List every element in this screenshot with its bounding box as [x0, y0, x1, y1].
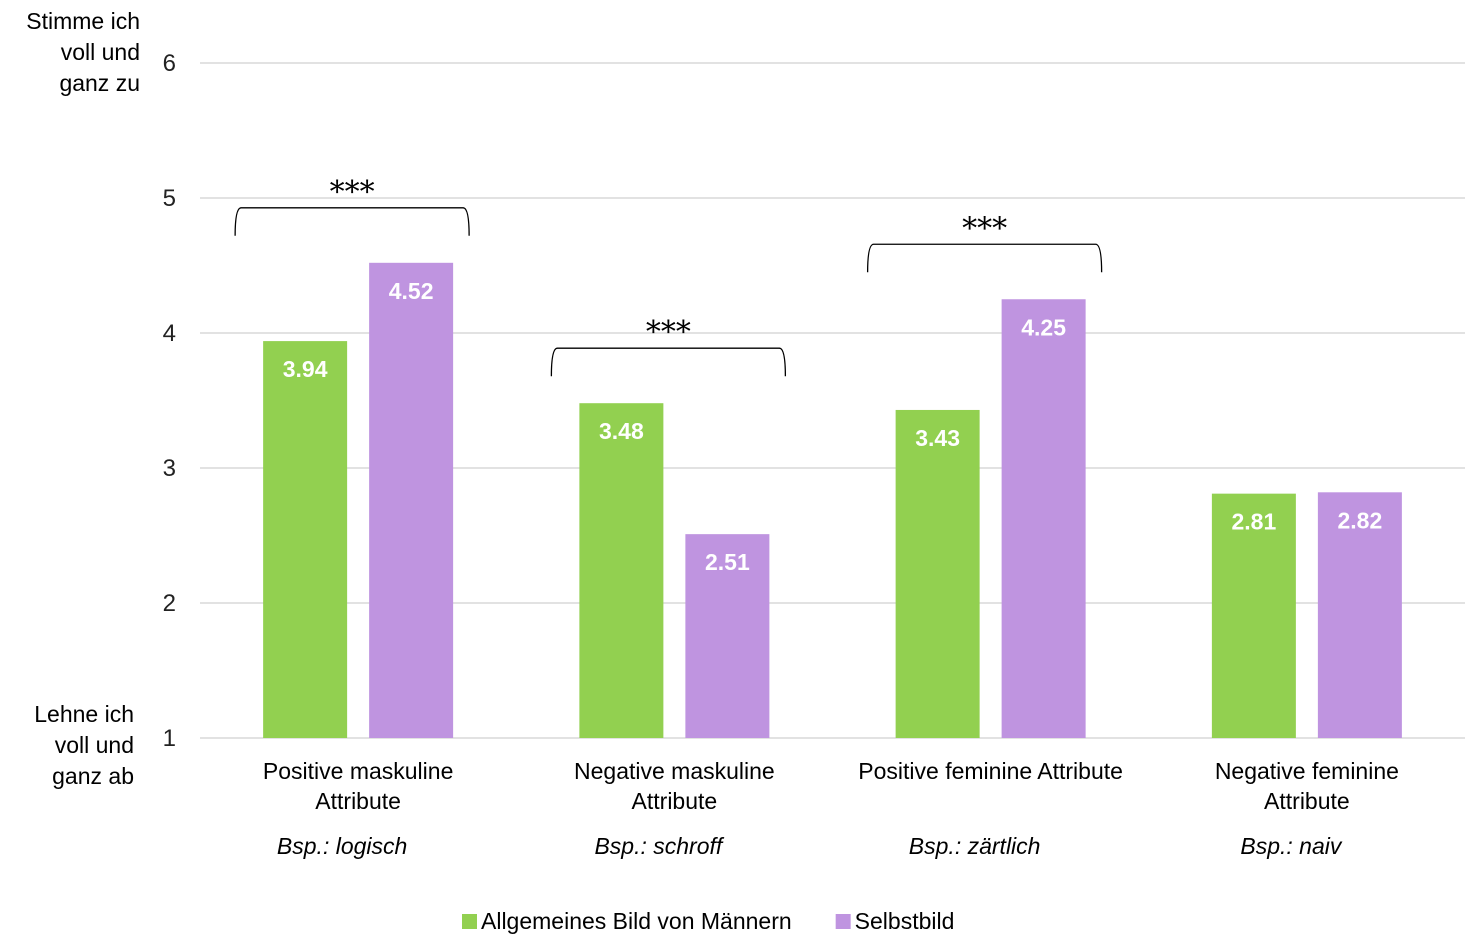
y-label-bottom: Lehne ich — [34, 701, 134, 727]
data-label: 2.51 — [705, 549, 750, 575]
category-example: Bsp.: schroff — [594, 833, 724, 859]
data-label: 3.94 — [283, 356, 328, 382]
y-tick-label: 3 — [163, 455, 176, 482]
significance-bracket — [866, 243, 1103, 273]
data-label: 4.25 — [1021, 314, 1066, 340]
significance-bracket — [234, 207, 470, 236]
significance-label: *** — [646, 315, 691, 350]
category-example: Bsp.: zärtlich — [909, 833, 1041, 859]
bar — [1211, 493, 1296, 738]
y-label-top: ganz zu — [59, 70, 140, 96]
category-label: Negative maskuline — [574, 758, 775, 784]
bar — [1317, 492, 1402, 738]
category-example: Bsp.: logisch — [277, 833, 407, 859]
legend-swatch — [462, 914, 477, 929]
data-label: 3.48 — [599, 418, 644, 444]
y-tick-label: 2 — [163, 590, 176, 617]
data-label: 4.52 — [389, 278, 434, 304]
category-example: Bsp.: naiv — [1240, 833, 1342, 859]
category-label: Attribute — [632, 788, 718, 814]
y-label-top: voll und — [61, 39, 140, 65]
category-label: Positive maskuline — [263, 758, 453, 784]
data-label: 3.43 — [915, 425, 960, 451]
bar — [895, 409, 980, 738]
significance-label: *** — [330, 175, 375, 210]
category-label: Attribute — [1264, 788, 1350, 814]
data-label: 2.81 — [1231, 509, 1276, 535]
significance-bracket — [550, 347, 787, 377]
bar — [685, 534, 770, 738]
y-tick-label: 5 — [163, 185, 176, 212]
legend-swatch — [835, 914, 851, 929]
y-label-bottom: voll und — [55, 732, 134, 758]
bar — [369, 262, 454, 738]
y-label-bottom: ganz ab — [52, 763, 134, 789]
y-label-top: Stimme ich — [26, 8, 140, 34]
y-tick-label: 4 — [163, 320, 176, 347]
bar — [579, 403, 664, 738]
y-tick-label: 6 — [163, 50, 176, 77]
bar — [263, 341, 348, 738]
bar — [1001, 299, 1086, 738]
category-label: Positive feminine Attribute — [858, 758, 1123, 784]
category-label: Negative feminine — [1215, 758, 1399, 784]
legend-label: Selbstbild — [855, 908, 955, 934]
significance-label: *** — [962, 211, 1007, 246]
legend-label: Allgemeines Bild von Männern — [481, 908, 792, 934]
y-tick-label: 1 — [163, 725, 176, 752]
data-label: 2.82 — [1337, 507, 1382, 533]
category-label: Attribute — [315, 788, 401, 814]
